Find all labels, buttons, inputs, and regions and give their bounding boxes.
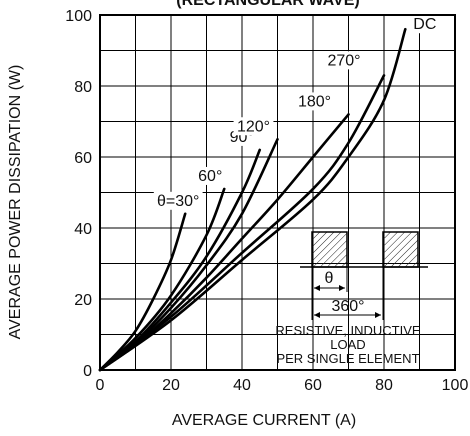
series-label: DC	[413, 16, 436, 33]
series-label: 60°	[198, 168, 222, 185]
y-tick-label: 0	[83, 363, 92, 380]
series-line-5	[98, 74, 386, 372]
load-note-line-1: RESISTIVE, INDUCTIVE	[275, 323, 421, 338]
x-tick-label: 80	[375, 377, 393, 394]
waveform-pulse-1	[311, 231, 348, 268]
x-axis-label: AVERAGE CURRENT (A)	[172, 412, 356, 429]
theta-label: θ	[325, 270, 334, 287]
series-label: 270°	[327, 52, 360, 69]
series-line-1	[98, 187, 226, 372]
series-label-bg	[153, 191, 203, 210]
x-tick-label: 100	[442, 377, 469, 394]
series-line-0	[98, 212, 187, 372]
tick-labels: 0 20 40 60 80 100 0 20 40 60 80 100	[65, 8, 468, 394]
series-line-6	[98, 27, 407, 372]
y-tick-label: 20	[74, 292, 92, 309]
x-tick-label: 60	[304, 377, 322, 394]
series-label: 180°	[298, 93, 331, 110]
grid	[100, 15, 455, 370]
series-label-bg	[324, 51, 364, 70]
x-tick-label: 20	[162, 377, 180, 394]
series-layer: θ=30°60°90°120°180°270°DC	[98, 15, 436, 372]
y-tick-label: 40	[74, 221, 92, 238]
y-tick-label: 100	[65, 8, 92, 25]
waveform-inset: θ 360° RESISTIVE, INDUCTIVE LOAD PER SIN…	[275, 231, 428, 366]
period-label: 360°	[331, 298, 364, 315]
x-tick-label: 0	[96, 377, 105, 394]
series-label: θ=30°	[157, 193, 199, 210]
chart-title: (RECTANGULAR WAVE)	[176, 0, 359, 9]
load-note-line-3: PER SINGLE ELEMENT	[276, 351, 419, 366]
series-label-bg	[411, 15, 434, 34]
series-label: 120°	[237, 118, 270, 135]
load-note-line-2: LOAD	[330, 337, 365, 352]
y-axis-label: AVERAGE POWER DISSIPATION (W)	[7, 65, 24, 340]
x-tick-label: 40	[233, 377, 251, 394]
y-tick-label: 80	[74, 79, 92, 96]
series-label-bg	[233, 117, 274, 136]
plot-frame	[99, 14, 456, 371]
waveform-pulse-2	[382, 231, 419, 268]
series-label-bg	[294, 92, 335, 111]
y-tick-label: 60	[74, 150, 92, 167]
series-label-bg	[194, 166, 226, 185]
